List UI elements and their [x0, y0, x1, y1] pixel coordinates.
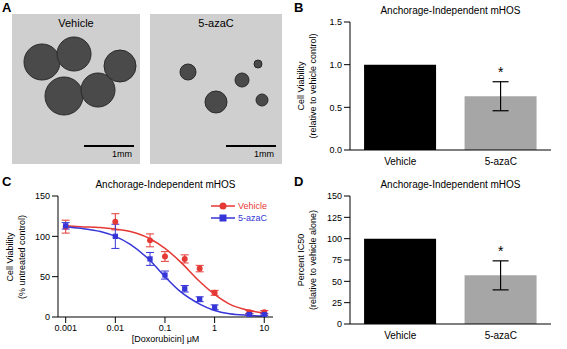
svg-text:1: 1 — [212, 323, 217, 333]
html-text:A: A — [2, 0, 12, 15]
svg-text:75: 75 — [332, 255, 342, 265]
svg-text:25: 25 — [332, 298, 342, 308]
svg-text:0.0: 0.0 — [329, 145, 342, 155]
svg-text:1.0: 1.0 — [329, 60, 342, 70]
svg-text:0.5: 0.5 — [329, 103, 342, 113]
svg-text:Vehicle: Vehicle — [384, 330, 417, 341]
svg-text:0.1: 0.1 — [159, 323, 172, 333]
html-text:5-azaC: 5-azaC — [198, 17, 234, 29]
svg-text:100: 100 — [35, 232, 50, 242]
svg-text:50: 50 — [332, 277, 342, 287]
svg-text:Vehicle: Vehicle — [384, 156, 417, 167]
html-text:Anchorage-Independent mHOS: Anchorage-Independent mHOS — [380, 179, 521, 190]
svg-text:10: 10 — [259, 323, 269, 333]
html-text:Vehicle: Vehicle — [238, 201, 267, 211]
svg-text:100: 100 — [327, 234, 342, 244]
svg-text:150: 150 — [35, 191, 50, 201]
html-text:Anchorage-Independent mHOS: Anchorage-Independent mHOS — [380, 5, 521, 16]
html-text:Vehicle: Vehicle — [58, 17, 94, 29]
html-text:1mm: 1mm — [254, 149, 274, 159]
html-text:(% untreated control): (% untreated control) — [16, 214, 26, 299]
html-text:Percent IC50: Percent IC50 — [296, 233, 306, 287]
svg-text:5-azaC: 5-azaC — [485, 156, 517, 167]
svg-text:*: * — [498, 243, 504, 259]
svg-text:125: 125 — [327, 213, 342, 223]
html-text:(relative to vehicle control): (relative to vehicle control) — [308, 33, 318, 139]
svg-text:0.01: 0.01 — [107, 323, 125, 333]
svg-text:0.001: 0.001 — [54, 323, 77, 333]
html-text:D: D — [294, 174, 304, 189]
svg-text:0: 0 — [337, 319, 342, 329]
html-text:5-azaC: 5-azaC — [238, 213, 267, 223]
html-text:C: C — [2, 174, 12, 189]
html-text:B: B — [294, 0, 304, 15]
svg-text:*: * — [498, 64, 504, 80]
svg-text:150: 150 — [327, 191, 342, 201]
html-text:(relative to vehicle alone): (relative to vehicle alone) — [308, 210, 318, 310]
html-text:1mm: 1mm — [112, 149, 132, 159]
html-text:Anchorage-Independent mHOS: Anchorage-Independent mHOS — [95, 179, 236, 190]
svg-text:5-azaC: 5-azaC — [485, 330, 517, 341]
svg-text:0: 0 — [45, 312, 50, 322]
html-text:Cell Viability: Cell Viability — [296, 61, 306, 111]
html-text:[Doxorubicin] μM: [Doxorubicin] μM — [131, 334, 200, 344]
html-text:Cell Viability: Cell Viability — [4, 232, 14, 281]
svg-text:50: 50 — [40, 272, 50, 282]
svg-text:1.5: 1.5 — [329, 17, 342, 27]
